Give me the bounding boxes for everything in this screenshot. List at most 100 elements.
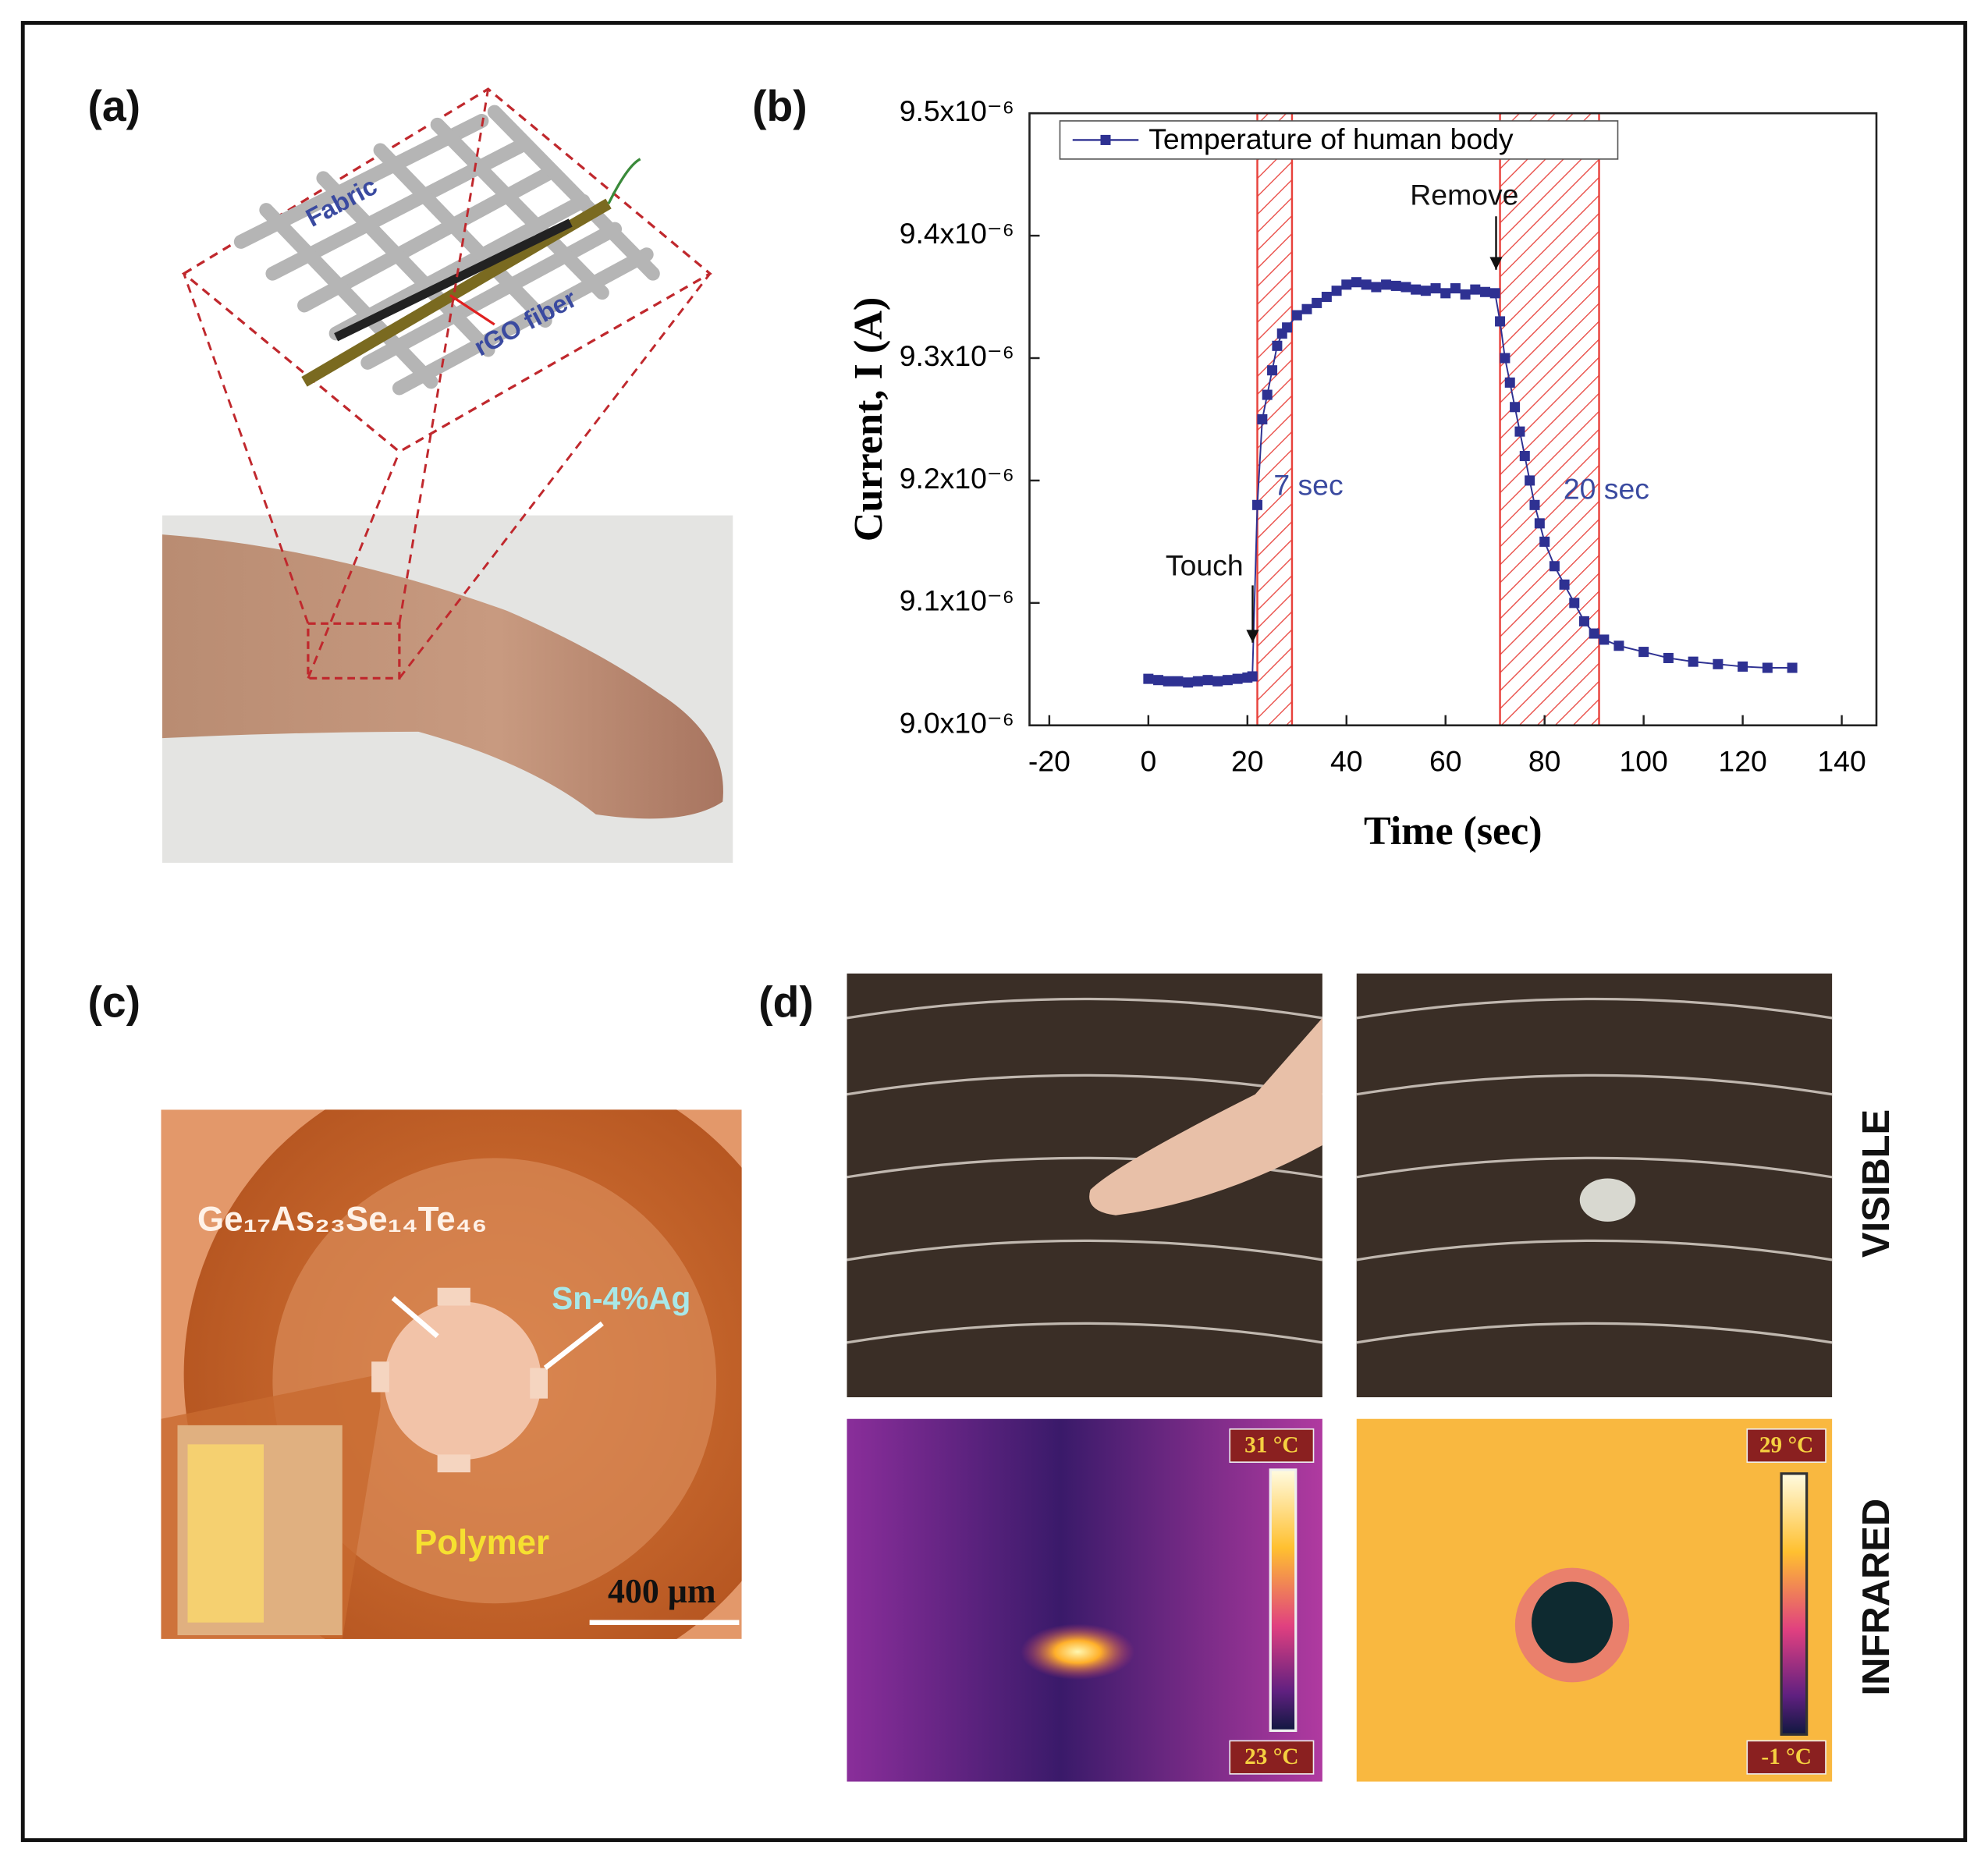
data-point xyxy=(1613,641,1624,651)
contact-label: Sn-4%Ag xyxy=(552,1280,690,1316)
annotation-arrowhead xyxy=(1489,257,1503,270)
data-point xyxy=(1361,279,1372,290)
data-point xyxy=(1232,673,1243,684)
visible-photos xyxy=(847,973,1833,1397)
y-tick-label: 9.1x10⁻⁶ xyxy=(900,584,1014,617)
data-point xyxy=(1173,676,1184,687)
x-tick-label: 20 xyxy=(1231,745,1264,778)
data-point xyxy=(1525,475,1535,486)
data-point xyxy=(1510,402,1521,413)
data-point xyxy=(1787,662,1798,673)
y-tick-label: 9.3x10⁻⁶ xyxy=(900,339,1014,372)
x-tick-label: 0 xyxy=(1140,745,1156,778)
temperature-max: 31 °C xyxy=(1244,1432,1298,1457)
data-point xyxy=(1312,297,1322,308)
data-point xyxy=(1638,647,1649,658)
data-point xyxy=(1163,676,1173,687)
data-point xyxy=(1460,289,1471,300)
data-point xyxy=(1539,536,1550,547)
temperature-min: 23 °C xyxy=(1244,1744,1298,1769)
data-point xyxy=(1212,676,1223,687)
data-point xyxy=(1351,277,1361,288)
panel-label: (a) xyxy=(87,82,140,130)
data-point xyxy=(1529,499,1540,510)
legend-label: Temperature of human body xyxy=(1148,122,1514,155)
y-tick-label: 9.2x10⁻⁶ xyxy=(900,462,1014,495)
data-point xyxy=(1663,652,1674,663)
data-point xyxy=(1519,451,1530,462)
annotation: 7 sec xyxy=(1273,469,1343,502)
data-point xyxy=(1371,282,1382,293)
legend-box xyxy=(1059,120,1619,160)
data-point xyxy=(1192,676,1203,687)
y-axis-label: Current, I (A) xyxy=(847,297,891,541)
data-point xyxy=(1470,284,1481,295)
infrared-photos: 31 °C 23 °C 29 °C -1 °C xyxy=(847,1418,1833,1782)
annotation: Remove xyxy=(1410,179,1518,211)
data-point xyxy=(1559,579,1570,590)
data-point xyxy=(1282,322,1293,333)
x-tick-label: 120 xyxy=(1718,745,1766,778)
data-point xyxy=(1534,518,1545,529)
y-tick-label: 9.0x10⁻⁶ xyxy=(900,707,1014,740)
plot-frame xyxy=(1028,112,1878,727)
data-point xyxy=(1381,279,1392,290)
row-label: VISIBLE xyxy=(1855,1109,1897,1258)
data-point xyxy=(1291,310,1302,321)
x-tick-label: 40 xyxy=(1330,745,1363,778)
annotation: 20 sec xyxy=(1564,472,1649,505)
data-point xyxy=(1272,340,1283,351)
data-point xyxy=(1450,283,1461,294)
data-point xyxy=(1411,284,1422,295)
data-point xyxy=(1762,662,1773,673)
data-point xyxy=(1480,286,1491,297)
data-point xyxy=(1257,413,1268,424)
annotation-arrowhead xyxy=(1246,630,1259,643)
annotation: Touch xyxy=(1166,548,1244,581)
data-point xyxy=(1578,616,1589,626)
data-point xyxy=(1252,499,1263,510)
scale-bar-label: 400 µm xyxy=(608,1572,716,1610)
panel-label: (c) xyxy=(87,978,140,1026)
data-point xyxy=(1569,598,1580,609)
data-point xyxy=(1247,671,1258,682)
polymer-label: Polymer xyxy=(414,1524,549,1562)
fiber-micrograph: Ge₁₇As₂₃Se₁₄Te₄₆ Sn-4%Ag Polymer 400 µm xyxy=(161,1109,742,1639)
y-tick-label: 9.5x10⁻⁶ xyxy=(900,94,1014,127)
panel-label: (b) xyxy=(752,82,808,130)
row-label: INFRARED xyxy=(1855,1499,1897,1696)
x-tick-label: 60 xyxy=(1429,745,1462,778)
data-point xyxy=(1713,658,1724,669)
data-point xyxy=(1688,656,1699,667)
data-point xyxy=(1400,282,1411,293)
data-point xyxy=(1143,673,1154,684)
data-point xyxy=(1738,661,1748,672)
data-point xyxy=(1267,365,1278,376)
x-axis-label: Time (sec) xyxy=(1364,809,1542,853)
fabric-diagram: Fabric rGO fiber xyxy=(181,87,712,454)
panel-label: (d) xyxy=(758,978,814,1026)
data-point xyxy=(1321,292,1332,303)
temperature-min: -1 °C xyxy=(1761,1744,1811,1769)
x-tick-label: 140 xyxy=(1817,745,1866,778)
data-point xyxy=(1301,303,1312,314)
data-point xyxy=(1341,279,1352,290)
chart: 9.0x10⁻⁶ 9.1x10⁻⁶ 9.2x10⁻⁶ 9.3x10⁻⁶ 9.4x10⁻⁶… xyxy=(847,94,1878,853)
data-point xyxy=(1430,283,1441,294)
data-point xyxy=(1183,677,1194,688)
temperature-max: 29 °C xyxy=(1759,1432,1813,1457)
x-tick-label: 100 xyxy=(1619,745,1667,778)
data-point xyxy=(1262,389,1273,400)
data-point xyxy=(1440,288,1451,299)
data-point xyxy=(1495,316,1506,327)
data-point xyxy=(1153,675,1164,686)
x-tick-label: 80 xyxy=(1528,745,1561,778)
data-point xyxy=(1390,280,1401,291)
data-point xyxy=(1549,561,1560,572)
x-tick-label: -20 xyxy=(1028,745,1070,778)
y-tick-label: 9.4x10⁻⁶ xyxy=(900,217,1014,250)
data-point xyxy=(1202,675,1213,686)
data-point xyxy=(1331,286,1342,296)
